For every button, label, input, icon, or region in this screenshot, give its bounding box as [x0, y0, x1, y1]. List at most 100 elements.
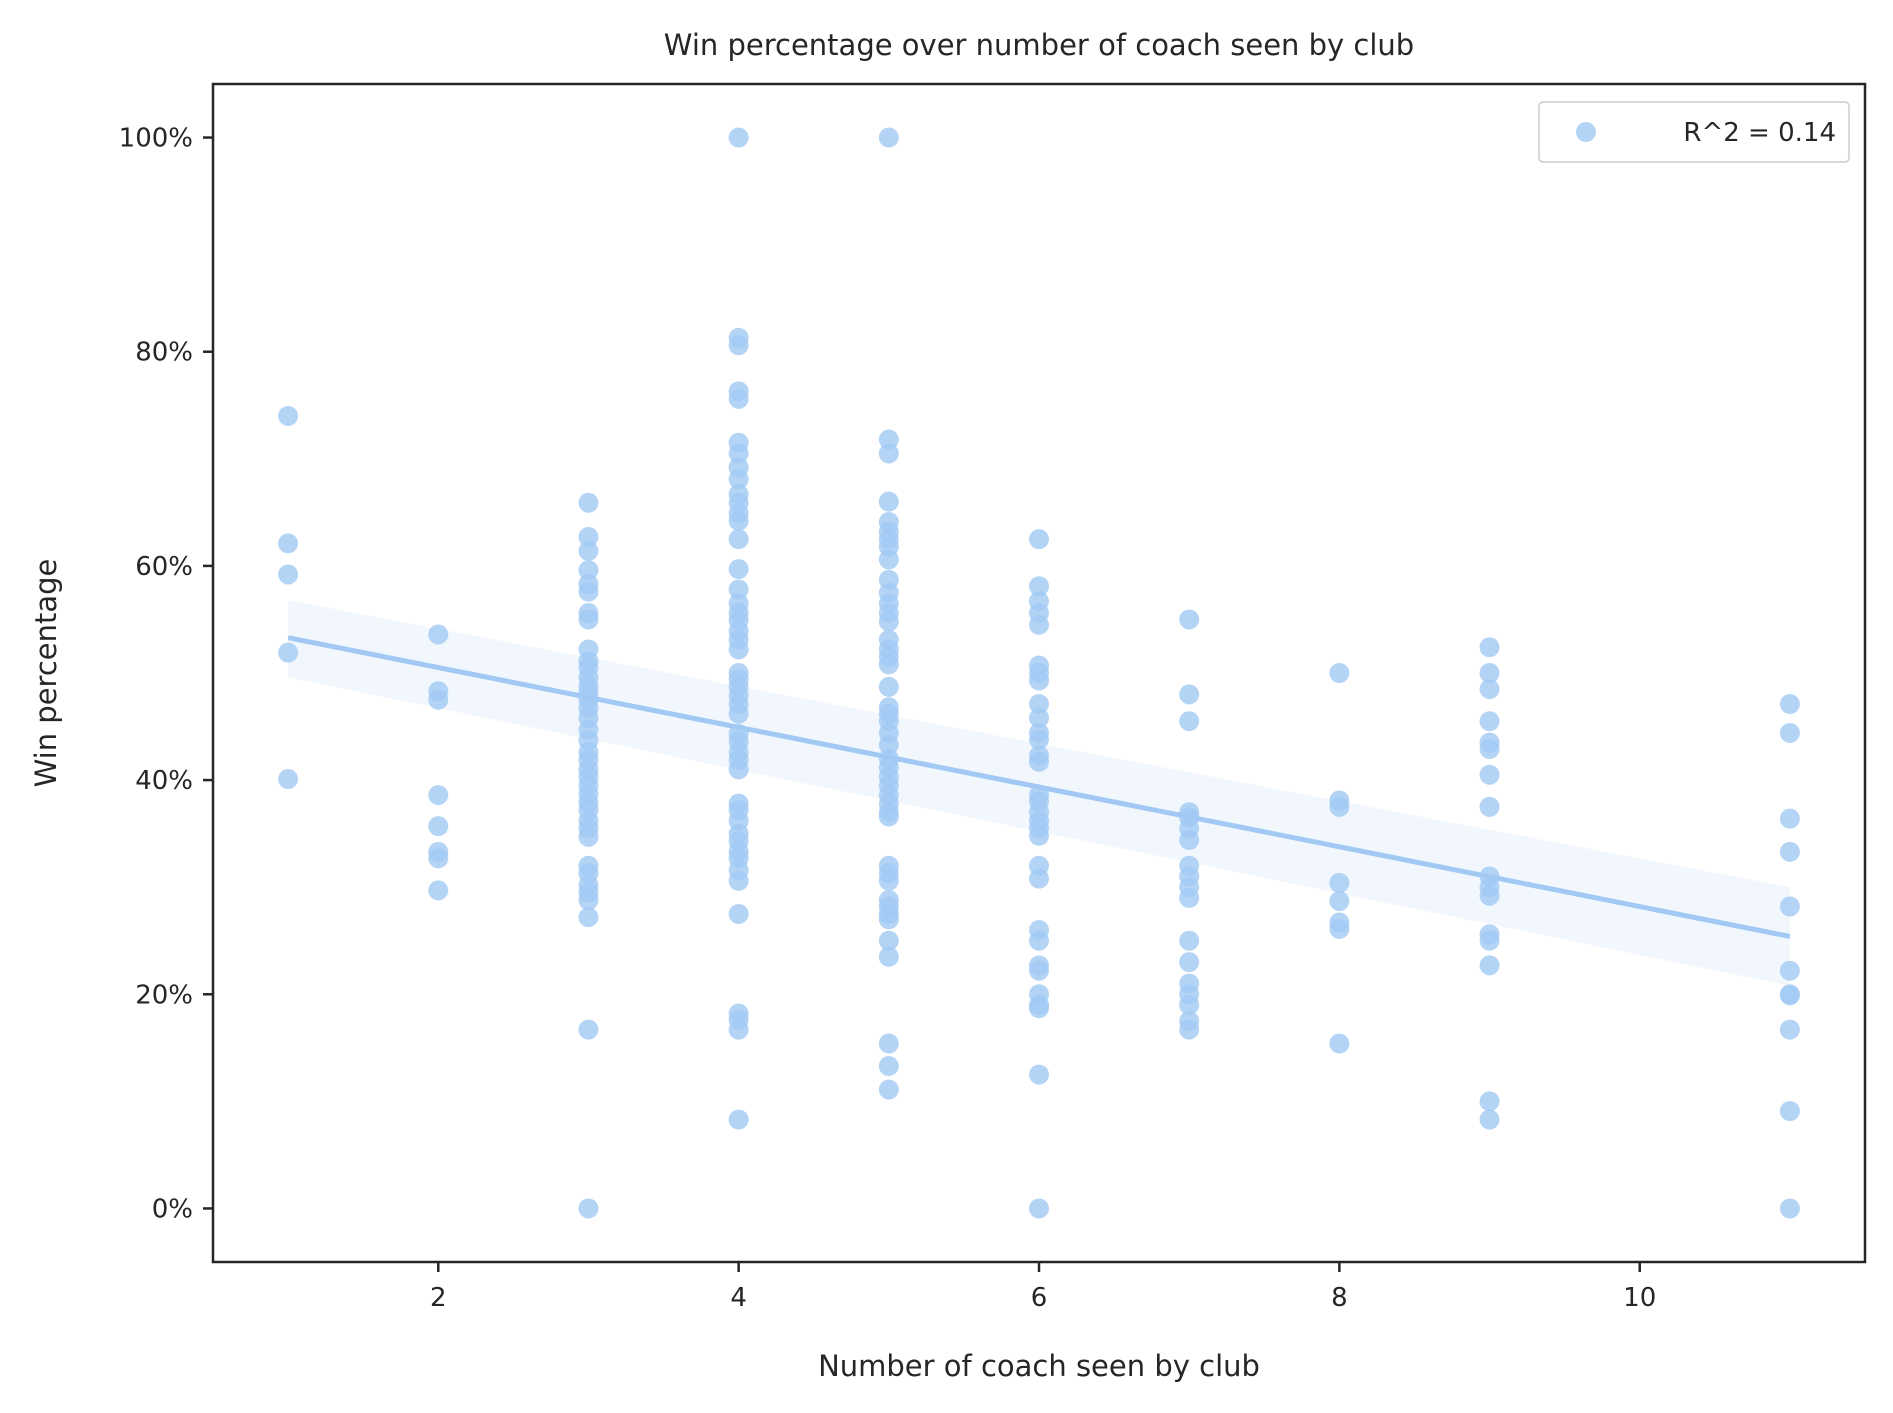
data-point: [728, 703, 749, 724]
x-tick-label: 4: [730, 1283, 747, 1313]
data-point: [578, 560, 599, 581]
legend-marker: [1576, 122, 1596, 142]
data-point: [728, 579, 749, 600]
data-point: [428, 785, 449, 806]
data-point: [878, 491, 899, 512]
data-point: [278, 533, 299, 554]
y-tick-label: 80%: [135, 338, 193, 368]
data-point: [1779, 896, 1800, 917]
data-point: [728, 903, 749, 924]
data-point: [728, 559, 749, 580]
data-point: [878, 870, 899, 891]
data-point: [878, 734, 899, 755]
legend: R^2 = 0.14: [1538, 101, 1850, 163]
legend-label: R^2 = 0.14: [1683, 118, 1836, 148]
data-point: [1179, 830, 1200, 851]
data-point: [878, 1033, 899, 1054]
data-point: [1479, 764, 1500, 785]
x-tick-label: 10: [1623, 1283, 1656, 1313]
data-point: [1479, 711, 1500, 732]
y-tick-label: 0%: [152, 1194, 193, 1224]
data-point: [578, 540, 599, 561]
x-axis-title: Number of coach seen by club: [818, 1349, 1260, 1383]
data-point: [1029, 529, 1049, 550]
data-point: [1329, 796, 1350, 817]
data-point: [728, 529, 749, 550]
data-point: [878, 1079, 899, 1100]
data-point: [1479, 930, 1500, 951]
data-point: [578, 826, 599, 847]
data-point: [1329, 918, 1350, 939]
data-point: [728, 870, 749, 891]
data-point: [1029, 576, 1049, 597]
data-point: [1479, 796, 1500, 817]
data-point: [1479, 637, 1500, 658]
data-point: [578, 907, 599, 928]
data-point: [878, 654, 899, 675]
data-point: [878, 127, 899, 148]
data-point: [578, 1019, 599, 1040]
data-point: [278, 769, 299, 790]
data-point: [1779, 960, 1800, 981]
data-point: [428, 816, 449, 837]
data-point: [728, 510, 749, 531]
chart-title: Win percentage over number of coach seen…: [664, 28, 1414, 62]
data-point: [1029, 930, 1049, 951]
data-point: [1029, 1198, 1049, 1219]
x-tick-label: 2: [430, 1283, 447, 1313]
data-point: [878, 930, 899, 951]
y-axis-title: Win percentage: [29, 559, 63, 788]
x-tick-label: 8: [1331, 1283, 1348, 1313]
data-point: [878, 676, 899, 697]
data-point: [428, 848, 449, 869]
data-point: [1479, 885, 1500, 906]
data-point: [1779, 722, 1800, 743]
data-point: [728, 127, 749, 148]
x-axis-ticks: 2 4 6 8 10: [430, 1262, 1656, 1313]
data-point: [1329, 891, 1350, 912]
legend-box: [1538, 101, 1850, 163]
data-point: [728, 443, 749, 464]
data-point: [1179, 887, 1200, 908]
data-point: [578, 526, 599, 547]
data-point: [1029, 670, 1049, 691]
data-point: [1479, 663, 1500, 683]
data-point: [578, 1198, 599, 1219]
data-point: [428, 689, 449, 710]
data-point: [1329, 663, 1350, 683]
data-point: [1179, 711, 1200, 732]
data-point: [878, 429, 899, 450]
x-tick-label: 6: [1031, 1283, 1048, 1313]
data-point: [1779, 694, 1800, 715]
data-point: [878, 909, 899, 930]
data-point: [578, 492, 599, 513]
data-point: [1029, 998, 1049, 1019]
data-point: [428, 624, 449, 645]
data-point: [1779, 1101, 1800, 1122]
data-point: [878, 611, 899, 632]
data-point: [1029, 751, 1049, 772]
data-point: [578, 609, 599, 630]
y-tick-label: 100%: [119, 124, 193, 154]
data-point: [728, 639, 749, 660]
data-point: [728, 388, 749, 409]
data-point: [1329, 872, 1350, 893]
plot-area: [278, 127, 1800, 1219]
data-point: [1029, 694, 1049, 715]
data-point: [578, 890, 599, 911]
data-point: [428, 880, 449, 901]
data-point: [1779, 841, 1800, 862]
data-point: [1179, 609, 1200, 630]
data-point: [878, 1056, 899, 1077]
data-point: [1029, 707, 1049, 728]
data-point: [1479, 679, 1500, 700]
scatter-points: [278, 127, 1800, 1219]
data-point: [1479, 739, 1500, 760]
data-point: [1029, 825, 1049, 846]
data-point: [278, 564, 299, 585]
data-point: [728, 469, 749, 490]
data-point: [1029, 868, 1049, 889]
data-point: [1179, 952, 1200, 973]
data-point: [278, 642, 299, 663]
